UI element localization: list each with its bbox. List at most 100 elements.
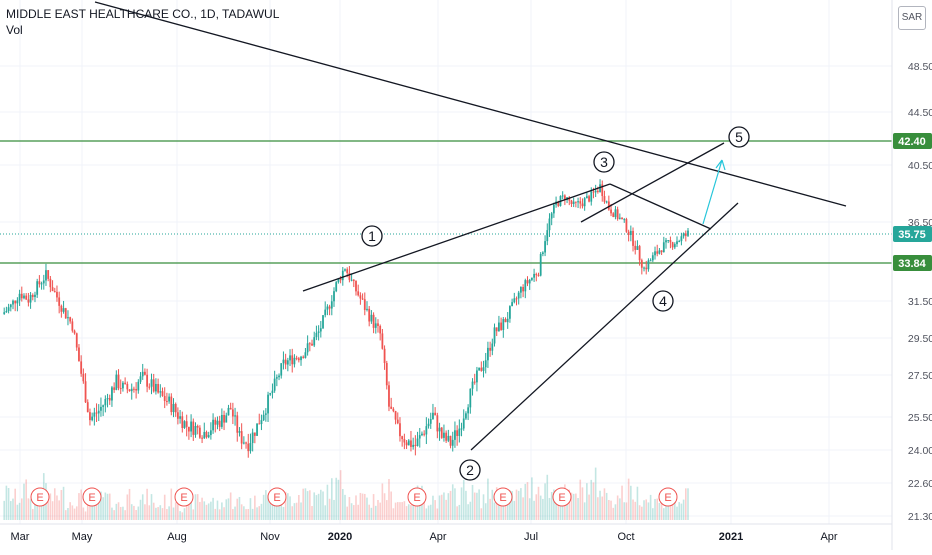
volume-bar [302, 488, 305, 520]
candle [111, 387, 113, 401]
candle [124, 382, 127, 384]
candle [596, 190, 599, 192]
y-tick-label: 48.50 [908, 61, 932, 73]
candle [363, 299, 366, 310]
volume-bar [597, 497, 599, 520]
volume-bar [458, 504, 461, 520]
candle [423, 433, 426, 435]
candle [436, 415, 439, 432]
candle [84, 381, 87, 403]
candle [370, 314, 373, 322]
volume-bar [654, 498, 656, 520]
earnings-marker [30, 487, 50, 507]
candle [176, 412, 179, 419]
candle [361, 298, 364, 300]
candle [31, 294, 34, 298]
volume-bar [621, 485, 623, 520]
candle [513, 298, 516, 303]
candle [207, 435, 210, 438]
candle [524, 280, 527, 292]
volume-bar [423, 498, 425, 520]
candle [579, 201, 582, 204]
candle [137, 381, 140, 391]
candle [581, 203, 584, 207]
volume-bar [150, 494, 153, 520]
currency-badge[interactable]: SAR [898, 6, 926, 30]
volume-bar [67, 508, 69, 520]
volume-bar [627, 478, 630, 520]
candle [82, 373, 85, 382]
candle [676, 241, 678, 245]
candle [682, 233, 685, 237]
candle [278, 375, 280, 378]
candle [632, 230, 634, 246]
volume-bar [232, 509, 234, 520]
grid [0, 0, 892, 524]
volume-bar [251, 508, 254, 520]
candle [234, 415, 236, 417]
candle [421, 433, 423, 436]
candle [27, 299, 30, 303]
volume-bar [513, 500, 516, 520]
candle [680, 236, 683, 242]
wave-labels: 1 2 3 4 5 [361, 126, 750, 481]
earnings-marker-label: E [558, 492, 565, 504]
volume-bar [64, 510, 67, 520]
candle [471, 381, 474, 389]
candle [126, 383, 129, 390]
candle [45, 270, 47, 281]
candle [605, 201, 608, 203]
volume-bar [594, 467, 597, 520]
volume-bar [117, 502, 120, 520]
candle [220, 414, 223, 427]
volume-bar [183, 508, 186, 520]
volume-bar [368, 504, 370, 520]
volume-bar [190, 494, 192, 520]
volume-bar [498, 495, 500, 520]
candle [102, 405, 105, 407]
candle [665, 240, 667, 243]
candle [341, 270, 344, 281]
volume-bar [247, 509, 250, 520]
volume-bar [60, 489, 63, 520]
candle [366, 308, 368, 310]
volume-bar [174, 502, 177, 520]
volume-bar [53, 488, 56, 520]
volume-bar [317, 493, 320, 520]
volume-bar [647, 502, 650, 520]
volume-bar [493, 502, 496, 520]
candle [251, 432, 254, 443]
volume-bar [520, 488, 522, 520]
candle [275, 377, 278, 379]
candle [649, 260, 652, 262]
volume-bar [225, 499, 228, 520]
volume-bar [313, 492, 316, 520]
candle [590, 191, 593, 202]
candle [29, 294, 32, 303]
volume-bar [599, 490, 601, 520]
volume-bar [137, 506, 140, 520]
candle [280, 363, 283, 376]
volume-bar [91, 495, 93, 520]
y-tick-label: 25.50 [908, 412, 932, 424]
volume-bar [157, 507, 159, 520]
volume-bar [185, 500, 188, 520]
volume-bar [660, 497, 663, 520]
candle [511, 302, 514, 307]
candle [130, 388, 133, 392]
volume-bar [394, 502, 397, 520]
volume-bar [449, 490, 452, 520]
candle [205, 431, 208, 438]
candle [392, 408, 395, 412]
volume-bar [344, 494, 346, 520]
candle [440, 427, 443, 438]
volume-bar [51, 501, 54, 520]
price-label-box [893, 133, 932, 149]
volume-bar [86, 504, 89, 520]
candle [264, 413, 267, 415]
volume-bar [575, 493, 577, 520]
candle [489, 347, 492, 351]
volume-bar [82, 507, 85, 520]
